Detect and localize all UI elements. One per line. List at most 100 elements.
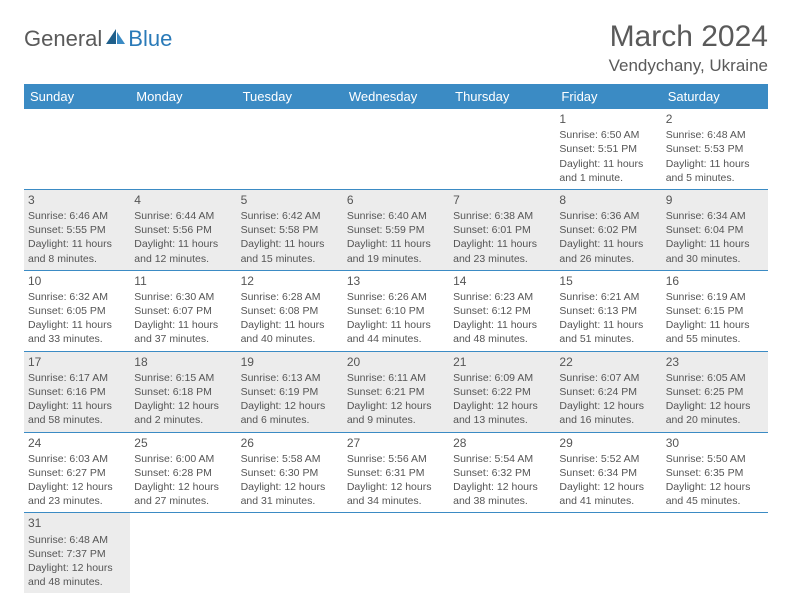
sunrise-text: Sunrise: 6:36 AM bbox=[559, 209, 657, 223]
day-number: 14 bbox=[453, 273, 551, 289]
title-block: March 2024 Vendychany, Ukraine bbox=[609, 20, 768, 76]
calendar-day-cell bbox=[555, 513, 661, 593]
daylight-text: Daylight: 11 hours and 51 minutes. bbox=[559, 318, 657, 346]
daylight-text: Daylight: 11 hours and 58 minutes. bbox=[28, 399, 126, 427]
daylight-text: Daylight: 12 hours and 31 minutes. bbox=[241, 480, 339, 508]
sunrise-text: Sunrise: 6:03 AM bbox=[28, 452, 126, 466]
day-number: 25 bbox=[134, 435, 232, 451]
calendar-week-row: 31Sunrise: 6:48 AMSunset: 7:37 PMDayligh… bbox=[24, 513, 768, 593]
day-number: 17 bbox=[28, 354, 126, 370]
calendar-day-cell: 5Sunrise: 6:42 AMSunset: 5:58 PMDaylight… bbox=[237, 189, 343, 270]
calendar-day-cell: 15Sunrise: 6:21 AMSunset: 6:13 PMDayligh… bbox=[555, 270, 661, 351]
daylight-text: Daylight: 11 hours and 37 minutes. bbox=[134, 318, 232, 346]
sunset-text: Sunset: 6:32 PM bbox=[453, 466, 551, 480]
sunrise-text: Sunrise: 6:28 AM bbox=[241, 290, 339, 304]
sunrise-text: Sunrise: 6:23 AM bbox=[453, 290, 551, 304]
day-number: 13 bbox=[347, 273, 445, 289]
daylight-text: Daylight: 11 hours and 23 minutes. bbox=[453, 237, 551, 265]
daylight-text: Daylight: 11 hours and 5 minutes. bbox=[666, 157, 764, 185]
calendar-week-row: 10Sunrise: 6:32 AMSunset: 6:05 PMDayligh… bbox=[24, 270, 768, 351]
calendar-week-row: 3Sunrise: 6:46 AMSunset: 5:55 PM Daylight… bbox=[24, 189, 768, 270]
sunset-text: Sunset: 6:01 PM bbox=[453, 223, 551, 237]
sunrise-text: Sunrise: 6:48 AM bbox=[666, 128, 764, 142]
sunset-text: Sunset: 5:53 PM bbox=[666, 142, 764, 156]
calendar-table: Sunday Monday Tuesday Wednesday Thursday… bbox=[24, 84, 768, 593]
calendar-day-cell: 22Sunrise: 6:07 AMSunset: 6:24 PMDayligh… bbox=[555, 351, 661, 432]
sunrise-text: Sunrise: 5:54 AM bbox=[453, 452, 551, 466]
sunset-text: Sunset: 5:56 PM bbox=[134, 223, 232, 237]
daylight-text: Daylight: 11 hours and 15 minutes. bbox=[241, 237, 339, 265]
daylight-text: Daylight: 12 hours and 48 minutes. bbox=[28, 561, 126, 589]
day-number: 30 bbox=[666, 435, 764, 451]
daylight-text: Daylight: 12 hours and 27 minutes. bbox=[134, 480, 232, 508]
daylight-text: Daylight: 11 hours and 44 minutes. bbox=[347, 318, 445, 346]
sunrise-text: Sunrise: 6:11 AM bbox=[347, 371, 445, 385]
calendar-day-cell: 3Sunrise: 6:46 AMSunset: 5:55 PMDaylight… bbox=[24, 189, 130, 270]
calendar-day-cell bbox=[130, 513, 236, 593]
daylight-text: Daylight: 11 hours and 30 minutes. bbox=[666, 237, 764, 265]
calendar-day-cell bbox=[449, 109, 555, 189]
day-number: 5 bbox=[241, 192, 339, 208]
daylight-text: Daylight: 11 hours and 33 minutes. bbox=[28, 318, 126, 346]
logo-blue: Blue bbox=[128, 26, 172, 52]
daylight-text: Daylight: 12 hours and 34 minutes. bbox=[347, 480, 445, 508]
sunrise-text: Sunrise: 6:42 AM bbox=[241, 209, 339, 223]
day-number: 1 bbox=[559, 111, 657, 127]
sunset-text: Sunset: 5:55 PM bbox=[28, 223, 126, 237]
calendar-day-cell bbox=[449, 513, 555, 593]
day-header: Tuesday bbox=[237, 84, 343, 109]
sunset-text: Sunset: 6:31 PM bbox=[347, 466, 445, 480]
sunrise-text: Sunrise: 5:52 AM bbox=[559, 452, 657, 466]
sunset-text: Sunset: 7:37 PM bbox=[28, 547, 126, 561]
calendar-day-cell: 2Sunrise: 6:48 AMSunset: 5:53 PMDaylight… bbox=[662, 109, 768, 189]
logo: General Blue bbox=[24, 26, 172, 52]
sunset-text: Sunset: 6:16 PM bbox=[28, 385, 126, 399]
daylight-text: Daylight: 12 hours and 20 minutes. bbox=[666, 399, 764, 427]
sunset-text: Sunset: 6:27 PM bbox=[28, 466, 126, 480]
sunrise-text: Sunrise: 6:26 AM bbox=[347, 290, 445, 304]
day-number: 3 bbox=[28, 192, 126, 208]
calendar-day-cell: 23Sunrise: 6:05 AMSunset: 6:25 PMDayligh… bbox=[662, 351, 768, 432]
sunset-text: Sunset: 6:13 PM bbox=[559, 304, 657, 318]
sunset-text: Sunset: 6:15 PM bbox=[666, 304, 764, 318]
day-number: 16 bbox=[666, 273, 764, 289]
calendar-day-cell: 12Sunrise: 6:28 AMSunset: 6:08 PMDayligh… bbox=[237, 270, 343, 351]
day-number: 22 bbox=[559, 354, 657, 370]
sunrise-text: Sunrise: 6:40 AM bbox=[347, 209, 445, 223]
daylight-text: Daylight: 12 hours and 2 minutes. bbox=[134, 399, 232, 427]
daylight-text: Daylight: 11 hours and 26 minutes. bbox=[559, 237, 657, 265]
day-header: Friday bbox=[555, 84, 661, 109]
day-number: 4 bbox=[134, 192, 232, 208]
daylight-text: Daylight: 12 hours and 23 minutes. bbox=[28, 480, 126, 508]
day-header: Wednesday bbox=[343, 84, 449, 109]
daylight-text: Daylight: 12 hours and 38 minutes. bbox=[453, 480, 551, 508]
sunset-text: Sunset: 5:59 PM bbox=[347, 223, 445, 237]
calendar-day-cell: 11Sunrise: 6:30 AMSunset: 6:07 PMDayligh… bbox=[130, 270, 236, 351]
sunset-text: Sunset: 6:02 PM bbox=[559, 223, 657, 237]
day-number: 24 bbox=[28, 435, 126, 451]
day-number: 9 bbox=[666, 192, 764, 208]
calendar-day-cell: 4Sunrise: 6:44 AMSunset: 5:56 PMDaylight… bbox=[130, 189, 236, 270]
sunset-text: Sunset: 6:25 PM bbox=[666, 385, 764, 399]
calendar-day-cell bbox=[130, 109, 236, 189]
sunrise-text: Sunrise: 6:19 AM bbox=[666, 290, 764, 304]
calendar-day-cell bbox=[662, 513, 768, 593]
daylight-text: Daylight: 12 hours and 16 minutes. bbox=[559, 399, 657, 427]
calendar-week-row: 17Sunrise: 6:17 AMSunset: 6:16 PMDayligh… bbox=[24, 351, 768, 432]
day-number: 29 bbox=[559, 435, 657, 451]
day-header: Saturday bbox=[662, 84, 768, 109]
sunset-text: Sunset: 6:34 PM bbox=[559, 466, 657, 480]
sunset-text: Sunset: 6:19 PM bbox=[241, 385, 339, 399]
day-number: 15 bbox=[559, 273, 657, 289]
sunrise-text: Sunrise: 6:48 AM bbox=[28, 533, 126, 547]
sail-icon bbox=[103, 27, 127, 52]
sunrise-text: Sunrise: 6:50 AM bbox=[559, 128, 657, 142]
day-header: Monday bbox=[130, 84, 236, 109]
sunrise-text: Sunrise: 6:34 AM bbox=[666, 209, 764, 223]
calendar-day-cell: 29Sunrise: 5:52 AMSunset: 6:34 PMDayligh… bbox=[555, 432, 661, 513]
calendar-week-row: 24Sunrise: 6:03 AMSunset: 6:27 PMDayligh… bbox=[24, 432, 768, 513]
sunrise-text: Sunrise: 6:46 AM bbox=[28, 209, 126, 223]
daylight-text: Daylight: 11 hours and 48 minutes. bbox=[453, 318, 551, 346]
calendar-day-cell: 21Sunrise: 6:09 AMSunset: 6:22 PMDayligh… bbox=[449, 351, 555, 432]
day-number: 6 bbox=[347, 192, 445, 208]
